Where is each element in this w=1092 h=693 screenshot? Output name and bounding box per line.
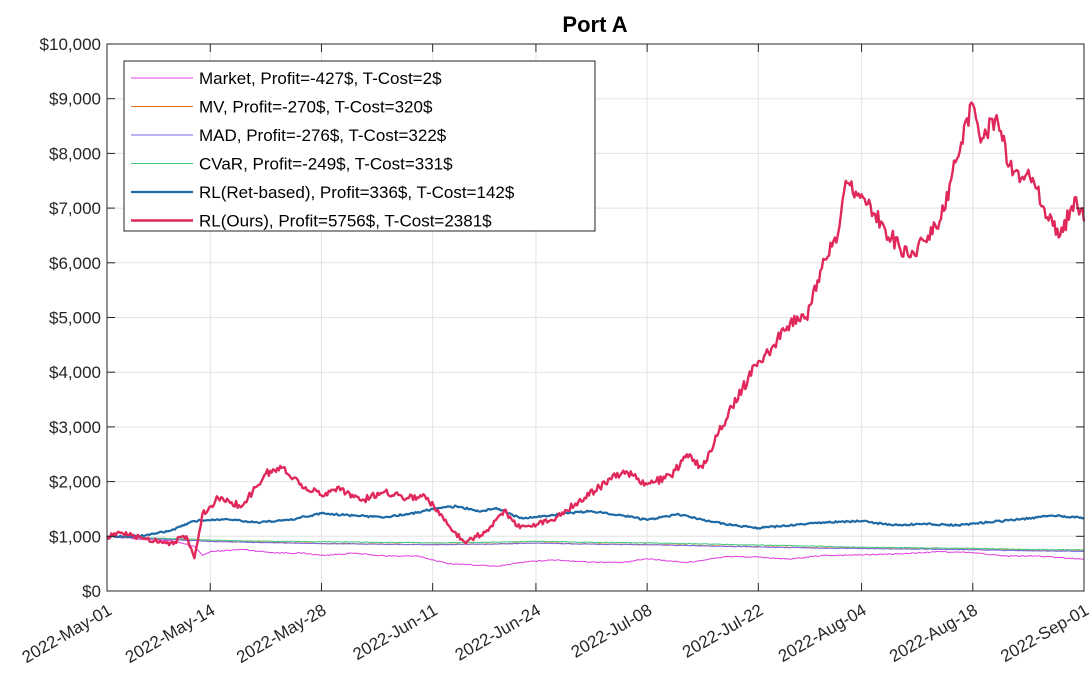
chart-title: Port A bbox=[562, 12, 627, 37]
legend-entry-label: RL(Ours), Profit=5756$, T-Cost=2381$ bbox=[199, 212, 492, 231]
series-line-3 bbox=[106, 535, 1085, 553]
series-lines bbox=[105, 101, 1086, 567]
y-tick-label: $3,000 bbox=[49, 418, 101, 437]
series-line-4 bbox=[106, 535, 1085, 551]
legend-entry-label: RL(Ret-based), Profit=336$, T-Cost=142$ bbox=[199, 183, 515, 202]
legend: Market, Profit=-427$, T-Cost=2$ MV, Profi… bbox=[123, 60, 596, 232]
series-line-6 bbox=[105, 101, 1086, 560]
y-axis: $0 $1,000 $2,000 $3,000 $4,000 $5,000 $6,000 $7… bbox=[40, 35, 1084, 601]
y-tick-label: $6,000 bbox=[49, 254, 101, 273]
legend-entry-label: MAD, Profit=-276$, T-Cost=322$ bbox=[199, 126, 447, 145]
legend-entry-label: MV, Profit=-270$, T-Cost=320$ bbox=[199, 98, 433, 117]
legend-entry-label: CVaR, Profit=-249$, T-Cost=331$ bbox=[199, 155, 453, 174]
legend-box bbox=[123, 60, 596, 232]
y-tick-label: $8,000 bbox=[49, 144, 101, 163]
y-tick-label: $4,000 bbox=[49, 363, 101, 382]
y-tick-label: $5,000 bbox=[49, 309, 101, 328]
series-line-1 bbox=[106, 535, 1084, 567]
y-tick-label: $2,000 bbox=[49, 473, 101, 492]
y-tick-label: $1,000 bbox=[49, 527, 101, 546]
y-tick-label: $9,000 bbox=[49, 90, 101, 109]
legend-entry-label: Market, Profit=-427$, T-Cost=2$ bbox=[199, 69, 442, 88]
y-tick-label: $7,000 bbox=[49, 199, 101, 218]
y-tick-label: $0 bbox=[82, 582, 101, 601]
y-tick-label: $10,000 bbox=[40, 35, 101, 54]
series-line-5 bbox=[106, 504, 1085, 539]
